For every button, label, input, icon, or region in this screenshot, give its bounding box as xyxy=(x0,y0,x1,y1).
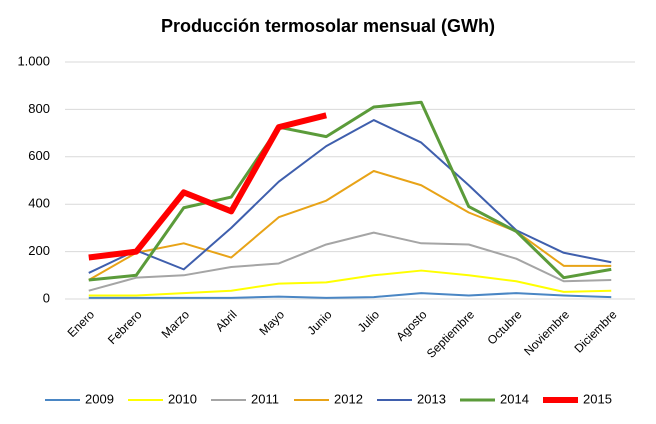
series-line xyxy=(88,292,612,299)
legend-label: 2013 xyxy=(417,391,446,406)
y-tick-label: 800 xyxy=(28,101,50,116)
series-line xyxy=(88,119,612,274)
x-tick-label: Noviembre xyxy=(521,307,572,358)
x-tick-label: Octubre xyxy=(485,307,525,347)
series-line xyxy=(88,100,612,282)
y-tick-label: 1.000 xyxy=(17,53,50,68)
series-line xyxy=(88,112,327,261)
x-tick-label: Diciembre xyxy=(572,307,620,355)
series-line xyxy=(88,269,612,297)
x-tick-label: Febrero xyxy=(105,307,145,347)
x-tick-label: Mayo xyxy=(256,307,287,338)
x-tick-label: Abril xyxy=(213,307,240,334)
x-tick-label: Enero xyxy=(65,307,98,340)
series-line xyxy=(88,231,612,292)
legend-label: 2011 xyxy=(251,391,279,406)
x-tick-label: Agosto xyxy=(393,307,430,344)
x-tick-label: Julio xyxy=(355,307,383,335)
legend-label: 2015 xyxy=(583,391,612,406)
x-tick-label: Septiembre xyxy=(424,307,478,361)
legend-label: 2012 xyxy=(334,391,363,406)
legend-label: 2014 xyxy=(500,391,529,406)
x-tick-label: Marzo xyxy=(159,307,193,341)
y-tick-label: 200 xyxy=(28,243,50,258)
y-tick-label: 0 xyxy=(43,290,50,305)
y-tick-label: 600 xyxy=(28,148,50,163)
chart-title: Producción termosolar mensual (GWh) xyxy=(161,16,495,36)
legend-label: 2009 xyxy=(85,391,114,406)
x-tick-label: Junio xyxy=(304,307,334,337)
legend-label: 2010 xyxy=(168,391,197,406)
y-tick-label: 400 xyxy=(28,196,50,211)
